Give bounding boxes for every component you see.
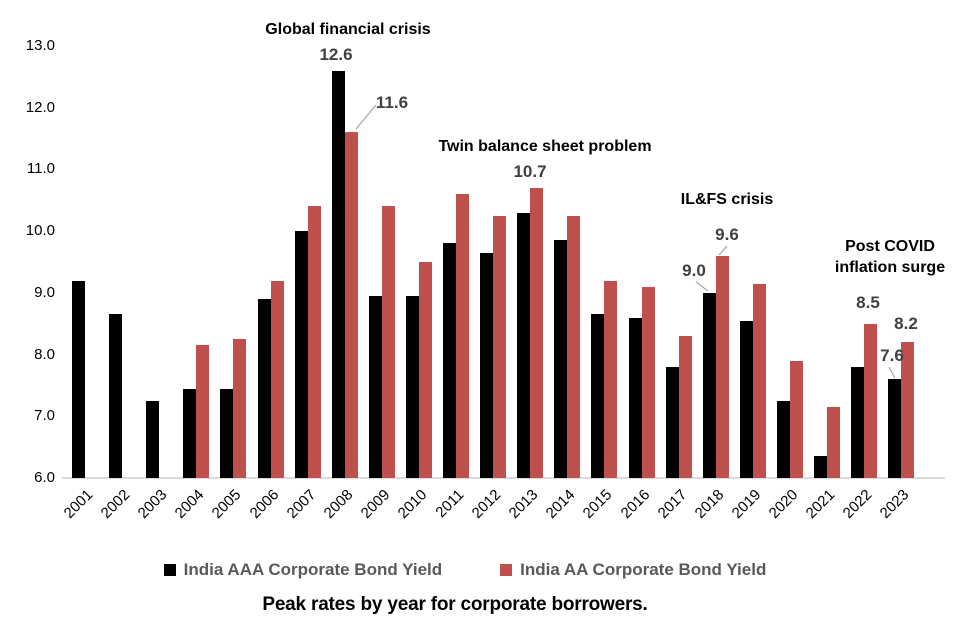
bar-aaa-2023 [888, 379, 902, 478]
bar-aaa-2001 [72, 280, 85, 478]
bar-aa-2020 [789, 360, 803, 478]
bar-aa-2013 [530, 187, 544, 478]
bar-aaa-2018 [702, 292, 716, 478]
y-axis-tick-label: 7.0 [34, 407, 55, 425]
value-2022-aa: 8.5 [856, 293, 880, 312]
bar-aaa-2017 [665, 366, 679, 478]
bar-aaa-2006 [257, 299, 271, 478]
value-2018-aaa: 9.0 [682, 261, 706, 280]
bar-aaa-2009 [368, 295, 382, 478]
bar-aa-2004 [196, 345, 210, 478]
ilfs-crisis-label: IL&FS crisis [680, 191, 774, 208]
legend-item-aaa: India AAA Corporate Bond Yield [163, 560, 443, 580]
y-axis-tick-label: 10.0 [25, 222, 55, 240]
bar-aa-2009 [381, 206, 395, 478]
callout-lines [355, 104, 896, 379]
callout-line-0 [355, 104, 377, 130]
bar-aaa-2002 [109, 314, 123, 478]
plot-area: 13.0 12.0 11.0 10.0 9.0 8.0 7.0 6.0 2001 2002 2003… [25, 21, 946, 522]
value-2023-aa: 8.2 [894, 314, 918, 333]
bar-aaa-2013 [517, 212, 531, 478]
bar-aa-2012 [493, 215, 507, 478]
bar-aa-2006 [270, 280, 284, 478]
legend-label-aa: India AA Corporate Bond Yield [520, 560, 767, 579]
bar-aa-2005 [233, 339, 247, 478]
bar-aaa-2010 [405, 295, 419, 478]
bar-aaa-2016 [628, 317, 642, 478]
post-covid-label: Post COVID inflation surge [834, 238, 946, 276]
bar-aa-2007 [307, 206, 321, 478]
legend: India AAA Corporate Bond Yield India AA … [0, 558, 930, 582]
value-2008-aaa: 12.6 [319, 45, 353, 64]
bar-aaa-2015 [591, 314, 605, 478]
bar-aaa-2014 [554, 240, 568, 478]
bar-aa-2023 [901, 342, 915, 478]
global-financial-crisis-label: Global financial crisis [265, 21, 431, 38]
bar-aa-2011 [456, 194, 469, 478]
callout-line-3 [888, 366, 896, 379]
legend-swatch-aa-icon [500, 564, 513, 576]
y-axis-tick-label: 12.0 [25, 98, 55, 116]
callout-line-2 [695, 281, 709, 292]
legend-label-aaa: India AAA Corporate Bond Yield [183, 560, 443, 579]
y-axis-tick-label: 8.0 [34, 345, 55, 363]
bar-aa-2008 [344, 132, 358, 478]
bar-aaa-2020 [776, 400, 790, 478]
bar-aa-2014 [567, 215, 581, 478]
y-axis-tick-label: 13.0 [25, 37, 55, 54]
bar-aaa-2007 [294, 231, 308, 478]
bar-aa-2010 [418, 262, 432, 478]
twin-balance-sheet-label: Twin balance sheet problem [438, 138, 652, 155]
bar-aa-2015 [604, 280, 618, 478]
bar-aaa-2011 [443, 243, 456, 478]
value-2013-aa: 10.7 [513, 162, 547, 181]
y-axis-tick-label: 11.0 [26, 160, 55, 178]
bar-aaa-2019 [739, 320, 753, 478]
bar-aaa-2022 [851, 366, 865, 478]
bar-aa-2019 [752, 283, 766, 478]
bar-aa-2022 [864, 323, 878, 478]
bar-aaa-2005 [220, 388, 234, 478]
y-axis-tick-label: 6.0 [34, 469, 55, 486]
y-axis-tick-label: 9.0 [34, 283, 55, 301]
value-2008-aa: 11.6 [375, 93, 409, 112]
bar-aaa-2012 [480, 252, 494, 478]
bar-aa-2021 [827, 407, 840, 478]
bar-aaa-2021 [814, 456, 827, 478]
legend-swatch-aaa-icon [163, 564, 176, 576]
bar-aaa-2004 [183, 388, 197, 478]
bar-aa-2016 [641, 286, 655, 478]
bar-aaa-2003 [146, 400, 160, 478]
value-2018-aa: 9.6 [715, 225, 739, 244]
bar-aa-2017 [678, 336, 692, 478]
callout-line-1 [718, 245, 728, 256]
bar-aa-2018 [715, 255, 729, 478]
x-axis-baseline [62, 477, 945, 479]
value-2023-aaa: 7.6 [880, 346, 904, 365]
bar-aaa-2008 [331, 70, 345, 478]
chart-title: Peak rates by year for corporate borrowe… [262, 594, 648, 615]
legend-item-aa: India AA Corporate Bond Yield [500, 560, 766, 580]
